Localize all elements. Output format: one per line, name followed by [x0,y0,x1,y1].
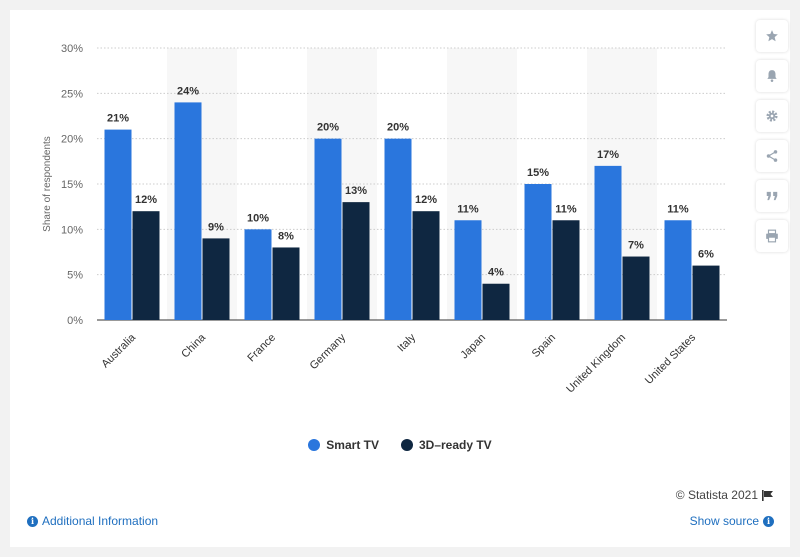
data-label: 7% [628,240,644,252]
additional-information-label: Additional Information [42,514,159,528]
data-label: 11% [555,203,577,215]
bar-smart-tv [174,102,202,321]
legend-swatch-smart-tv [308,439,321,451]
y-axis-title: Share of respondents [42,136,53,232]
data-label: 20% [387,122,409,134]
notification-button[interactable] [756,60,788,92]
print-button[interactable] [756,220,788,252]
data-label: 4% [488,267,504,279]
additional-information-link[interactable]: i Additional Information [27,514,158,528]
share-button[interactable] [756,140,788,172]
data-label: 15% [527,167,549,179]
data-label: 11% [457,203,479,215]
star-icon [766,30,778,42]
data-label: 12% [135,194,157,206]
y-tick-label: 5% [67,270,83,282]
bell-icon [767,70,777,82]
bar-3d-ready-tv [342,202,370,320]
print-icon [766,229,778,243]
data-label: 10% [247,212,269,224]
y-tick-label: 15% [61,179,83,191]
bar-3d-ready-tv [132,211,160,320]
legend-item-3d-ready-tv[interactable]: 3D–ready TV [400,438,492,452]
bar-3d-ready-tv [272,247,300,320]
data-label: 17% [597,149,619,161]
data-label: 9% [208,221,224,233]
favorite-button[interactable] [756,20,788,52]
legend-item-smart-tv[interactable]: Smart TV [308,438,379,452]
bar-3d-ready-tv [412,211,440,320]
chart-card: 0% 5% 10% 15% 20% 25% 30% Share of respondents 2… [10,10,790,547]
x-tick-label: France [245,332,278,365]
x-tick-label: Spain [530,332,558,360]
legend-swatch-3d-ready-tv [400,439,413,451]
data-label: 6% [698,249,714,261]
legend: Smart TV 3D–ready TV [10,438,790,452]
y-tick-label: 20% [61,134,83,146]
data-label: 12% [415,194,437,206]
bar-3d-ready-tv [552,220,580,320]
info-icon: i [763,515,774,527]
data-label: 21% [107,113,129,125]
legend-label-3d-ready-tv: 3D–ready TV [418,438,492,452]
cite-button[interactable] [756,180,788,212]
data-label: 24% [177,85,199,97]
flag-icon [762,489,773,501]
y-tick-label: 25% [61,88,83,100]
bar-smart-tv [594,165,622,320]
bar-smart-tv [104,129,132,320]
x-tick-label: Japan [458,332,488,362]
bar-smart-tv [244,229,272,320]
x-tick-label: Germany [308,331,349,372]
bar-smart-tv [664,220,692,320]
data-label: 11% [667,203,689,215]
data-label: 13% [345,185,367,197]
credit-text: © Statista 2021 [675,488,758,502]
x-tick-label: Italy [395,331,418,354]
settings-button[interactable] [756,100,788,132]
info-icon: i [27,515,38,527]
show-source-label: Show source [689,514,759,528]
data-label: 20% [317,122,339,134]
y-tick-label: 10% [61,224,83,236]
legend-label-smart-tv: Smart TV [326,438,379,452]
quote-icon [766,191,778,201]
y-tick-label: 0% [67,315,83,327]
share-icon [766,150,778,162]
bar-3d-ready-tv [622,256,650,320]
bar-smart-tv [314,138,342,320]
x-tick-label: United States [643,331,699,387]
bar-smart-tv [454,220,482,320]
y-tick-label: 30% [61,43,83,55]
x-tick-label: China [179,331,208,360]
x-tick-label: Australia [99,331,138,370]
bar-3d-ready-tv [692,265,720,320]
statista-credit[interactable]: © Statista 2021 [676,488,774,502]
chart: 0% 5% 10% 15% 20% 25% 30% Share of respondents 2… [42,43,727,396]
x-tick-label: United Kingdom [564,332,628,396]
sidebar-toolbar [756,20,788,252]
bar-smart-tv [384,138,412,320]
bar-3d-ready-tv [202,238,230,320]
data-label: 8% [278,230,294,242]
bar-smart-tv [524,184,552,320]
bar-3d-ready-tv [482,283,510,320]
show-source-link[interactable]: Show source i [690,514,774,528]
gear-icon [766,110,778,122]
